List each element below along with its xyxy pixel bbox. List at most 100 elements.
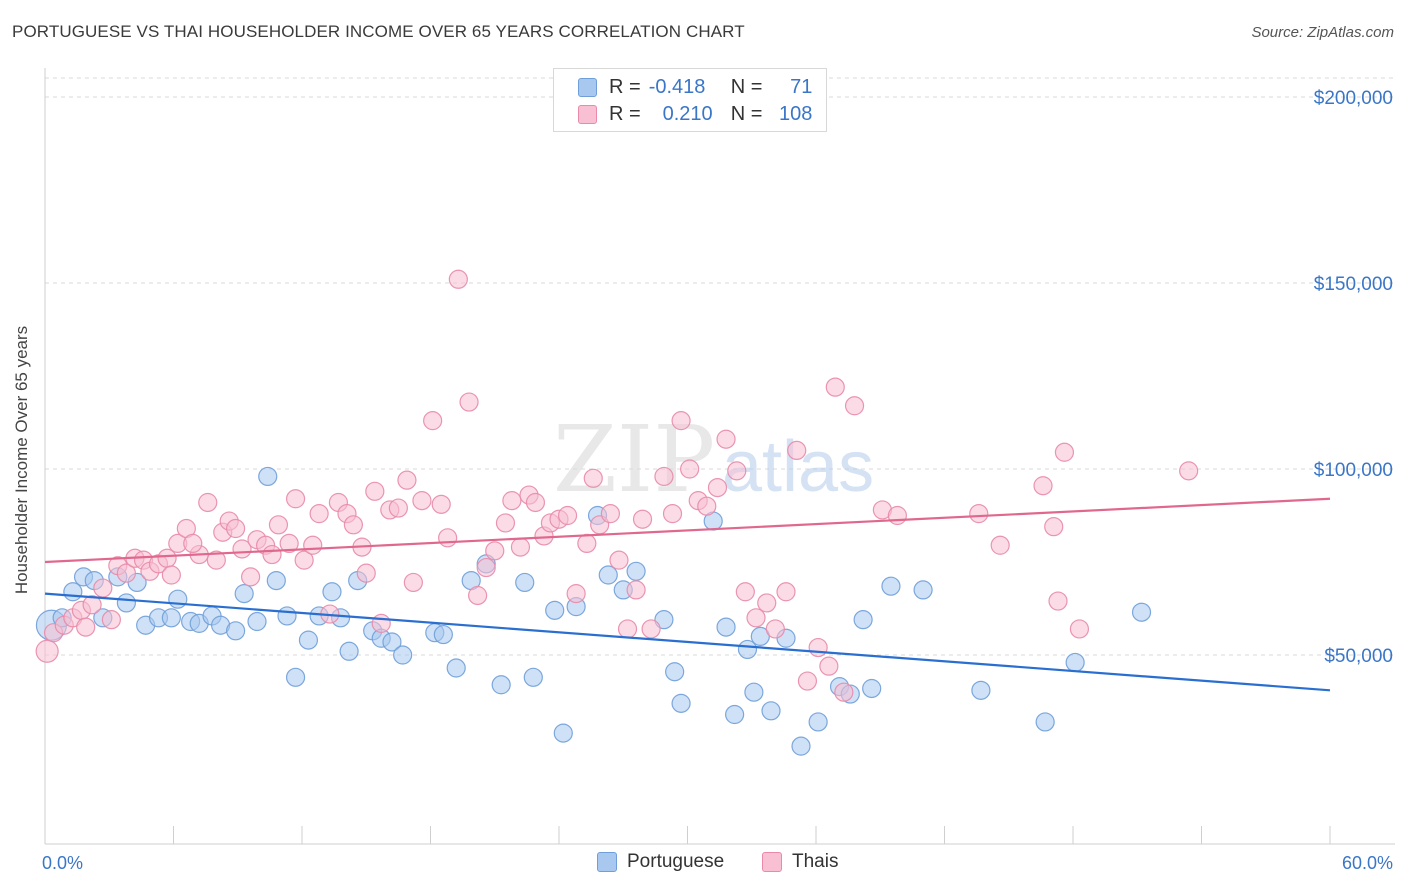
thais-point <box>157 548 177 568</box>
thais-point <box>525 492 546 513</box>
chart-title: PORTUGUESE VS THAI HOUSEHOLDER INCOME OV… <box>12 22 745 41</box>
thais-point <box>262 544 282 565</box>
thais-point <box>365 481 385 501</box>
legend-row-portuguese: R = -0.418 N = 71 <box>578 74 812 100</box>
portuguese-point <box>881 576 901 596</box>
thais-point <box>82 595 102 615</box>
portuguese-point <box>393 645 413 665</box>
y-tick-label: $200,000 <box>1314 88 1393 109</box>
x-tick-label-max: 60.0% <box>1342 853 1393 873</box>
thais-point <box>577 533 597 554</box>
legend-n-value: 71 <box>790 75 813 98</box>
series-swatch-portuguese <box>597 852 617 872</box>
series-swatch-thais <box>762 852 782 872</box>
portuguese-point <box>626 561 646 581</box>
thais-point <box>403 572 423 593</box>
series-label-thais: Thais <box>792 851 839 872</box>
portuguese-point <box>382 632 402 652</box>
portuguese-point <box>277 606 297 626</box>
thais-point <box>226 518 246 539</box>
y-tick-label: $50,000 <box>1324 646 1393 667</box>
watermark: ZIP atlas <box>553 406 874 513</box>
thais-point <box>825 377 845 397</box>
legend-swatch-portuguese <box>578 77 597 97</box>
thais-trend-line <box>44 497 1331 564</box>
thais-point <box>765 619 785 639</box>
portuguese-point <box>808 712 828 732</box>
legend-r-value: 0.210 <box>662 102 713 125</box>
thais-point <box>495 513 516 533</box>
portuguese-point <box>913 580 933 600</box>
thais-point <box>241 567 261 587</box>
thais-point <box>583 468 603 488</box>
portuguese-point <box>258 466 278 487</box>
thais-point <box>680 459 700 479</box>
portuguese-point <box>433 624 453 645</box>
thais-point <box>101 610 121 630</box>
thais-point <box>268 515 289 535</box>
series-legend-portuguese[interactable]: Portuguese <box>597 851 724 873</box>
correlation-legend: R = -0.418 N = 71 R = 0.210 N = 108 <box>553 68 827 132</box>
thais-point <box>566 584 586 604</box>
thais-point <box>1044 517 1064 537</box>
thais-point <box>654 466 674 487</box>
thais-point <box>388 498 408 518</box>
portuguese-point <box>234 584 254 604</box>
portuguese-point <box>515 572 535 593</box>
portuguese-point <box>226 621 246 641</box>
thais-point <box>887 505 907 526</box>
thais-point <box>808 637 828 658</box>
thais-point <box>371 613 391 633</box>
thais-point <box>343 515 363 535</box>
y-axis-label-container: Householder Income Over 65 years <box>2 0 42 892</box>
series-legend-thais[interactable]: Thais <box>762 851 838 873</box>
portuguese-point <box>298 630 319 650</box>
thais-point <box>502 491 522 511</box>
thais-point <box>476 557 496 578</box>
portuguese-point <box>285 667 306 687</box>
thais-point <box>641 619 661 639</box>
portuguese-point <box>671 693 691 713</box>
thais-point <box>76 617 96 637</box>
thais-point <box>412 491 432 511</box>
y-tick-label: $150,000 <box>1314 274 1393 295</box>
portuguese-point <box>63 582 83 602</box>
portuguese-point <box>266 570 286 591</box>
thais-point <box>797 671 818 691</box>
watermark-atlas: atlas <box>722 427 874 507</box>
portuguese-point <box>322 582 342 602</box>
legend-n-label: N = <box>730 102 763 125</box>
thais-point <box>671 411 691 431</box>
thais-point <box>438 528 458 548</box>
legend-swatch-thais <box>578 104 597 124</box>
thais-point <box>776 582 796 602</box>
portuguese-point <box>725 704 745 725</box>
portuguese-point <box>116 593 136 613</box>
thais-point <box>557 505 578 526</box>
thais-point <box>468 585 488 606</box>
portuguese-point <box>853 610 873 630</box>
series-label-portuguese: Portuguese <box>627 851 725 872</box>
legend-r-value: -0.418 <box>648 75 706 98</box>
portuguese-point <box>737 639 758 660</box>
thais-point <box>206 550 226 570</box>
portuguese-point <box>598 565 618 585</box>
thais-point <box>485 541 505 561</box>
thais-point <box>161 565 181 585</box>
thais-point <box>716 429 736 449</box>
thais-point <box>1048 591 1068 611</box>
thais-point <box>969 504 989 524</box>
thais-point <box>1033 476 1053 496</box>
thais-point <box>990 535 1010 555</box>
portuguese-point <box>523 667 543 687</box>
legend-n-value: 108 <box>779 102 813 125</box>
thais-point <box>303 535 323 555</box>
thais-point <box>757 593 777 613</box>
portuguese-point <box>446 658 466 678</box>
thais-point <box>1054 442 1075 462</box>
thais-point <box>448 269 468 289</box>
thais-point <box>844 396 865 416</box>
portuguese-point <box>862 678 882 699</box>
thais-point <box>727 461 747 481</box>
